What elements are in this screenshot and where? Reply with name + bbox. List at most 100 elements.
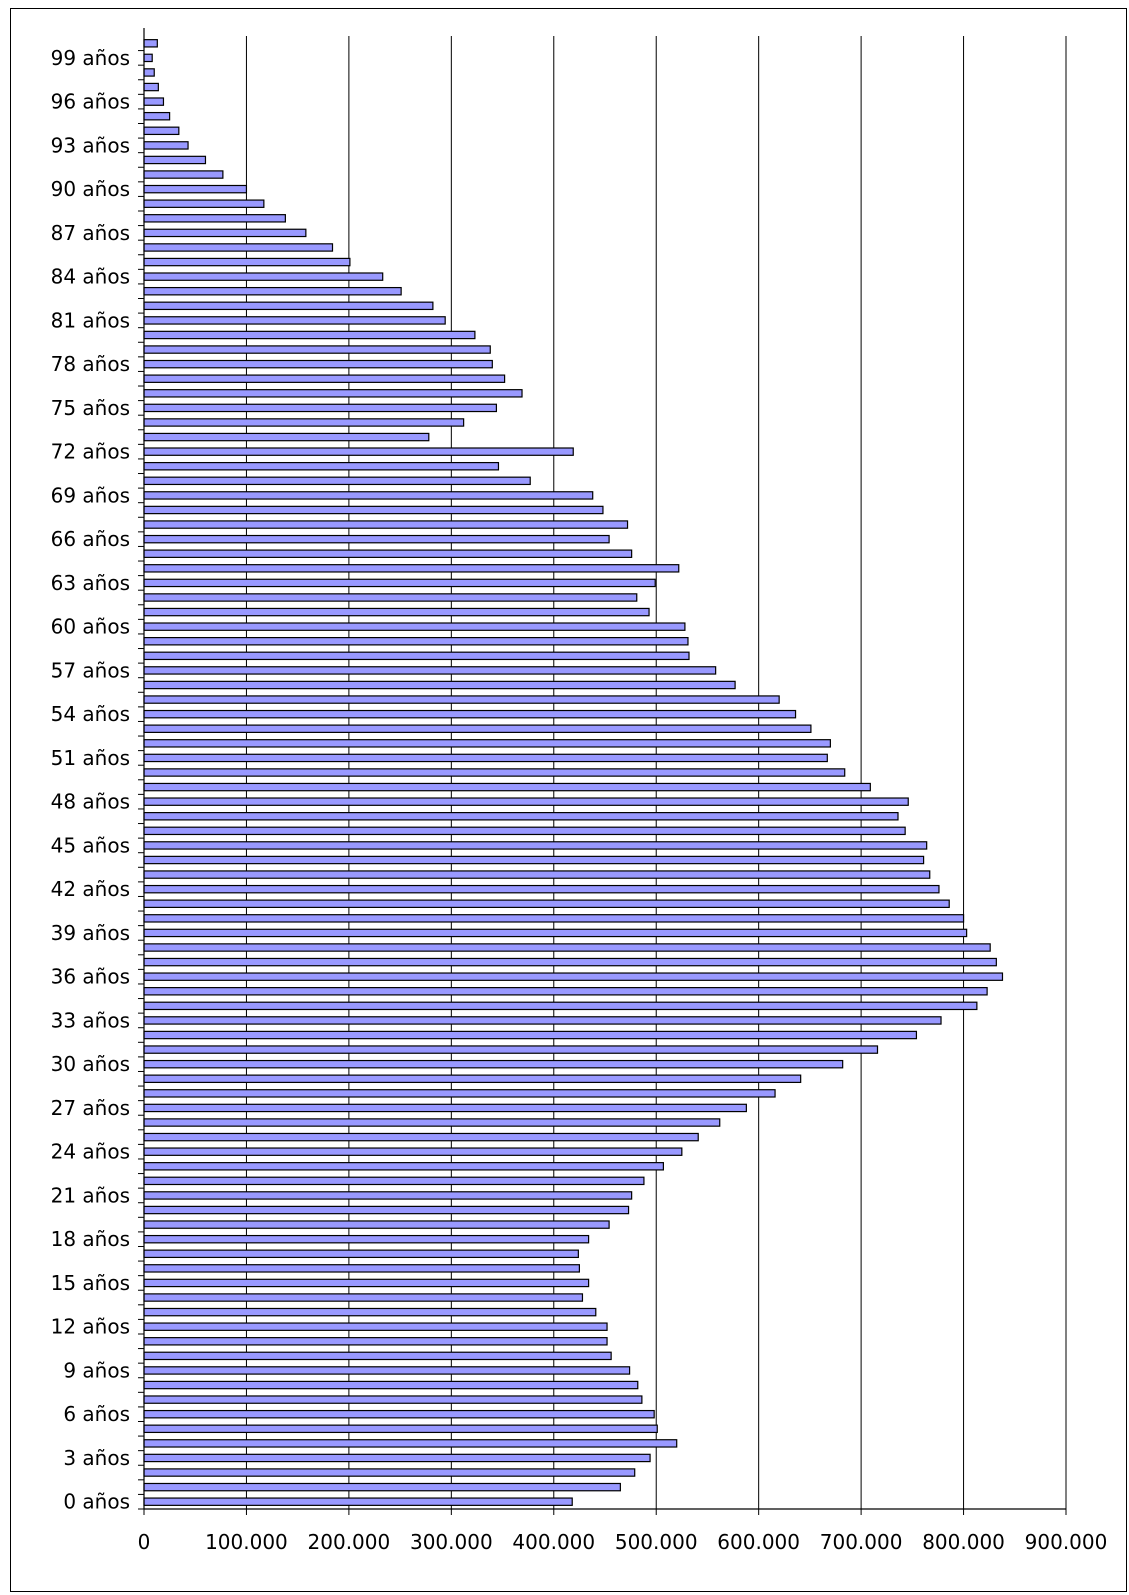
bar <box>143 695 780 704</box>
bar <box>143 753 828 763</box>
y-tick-label: 96 años <box>51 90 130 114</box>
bar <box>143 316 446 325</box>
bar <box>143 257 351 267</box>
bar <box>143 1351 612 1361</box>
bar <box>143 709 797 719</box>
bar <box>143 1118 721 1127</box>
bar <box>143 782 871 792</box>
y-tick-label: 45 años <box>51 833 130 857</box>
x-tick-label: 500.000 <box>615 1530 698 1554</box>
bar <box>143 184 248 194</box>
y-tick-label: 21 años <box>51 1183 130 1207</box>
bar <box>143 1059 844 1069</box>
y-tick-label: 63 años <box>51 571 130 595</box>
bar <box>143 1103 747 1113</box>
x-tick-label: 0 <box>138 1530 151 1554</box>
bar <box>143 1264 580 1273</box>
bar <box>143 1089 776 1098</box>
y-tick-label: 3 años <box>63 1446 130 1470</box>
bar <box>143 607 650 617</box>
bar <box>143 534 610 544</box>
bar <box>143 914 965 923</box>
bar <box>143 884 940 894</box>
bar <box>143 680 736 690</box>
y-tick-label: 57 años <box>51 658 130 682</box>
bar <box>143 39 158 48</box>
bar <box>143 1322 608 1331</box>
y-tick-label: 18 años <box>51 1227 130 1251</box>
y-tick-label: 15 años <box>51 1271 130 1295</box>
bar <box>143 476 531 486</box>
bar <box>143 768 846 777</box>
bar <box>143 549 633 558</box>
bar <box>143 1162 664 1171</box>
bar <box>143 578 656 588</box>
bar <box>143 1307 597 1317</box>
bar <box>143 855 925 865</box>
bar <box>143 286 402 296</box>
x-tick-label: 300.000 <box>410 1530 493 1554</box>
y-tick-label: 72 años <box>51 440 130 464</box>
bar <box>143 972 1004 981</box>
y-tick-label: 0 años <box>63 1490 130 1514</box>
y-tick-label: 87 años <box>51 221 130 245</box>
y-tick-label: 99 años <box>51 46 130 70</box>
bar <box>143 870 931 879</box>
y-tick-label: 60 años <box>51 615 130 639</box>
bar <box>143 491 594 500</box>
y-tick-label: 84 años <box>51 265 130 289</box>
y-tick-label: 24 años <box>51 1140 130 1164</box>
bar <box>143 987 988 996</box>
y-tick-label: 36 años <box>51 965 130 989</box>
bar <box>143 359 493 369</box>
bar <box>143 111 171 121</box>
bar <box>143 812 899 821</box>
bar <box>143 1030 918 1040</box>
chart-frame <box>10 8 1127 1592</box>
x-tick-label: 200.000 <box>308 1530 391 1554</box>
bar <box>143 943 991 952</box>
bar <box>143 97 165 106</box>
x-tick-label: 400.000 <box>512 1530 595 1554</box>
x-tick-label: 600.000 <box>717 1530 800 1554</box>
bar <box>143 1468 636 1477</box>
bar <box>143 301 434 311</box>
x-tick-label: 100.000 <box>205 1530 288 1554</box>
bar <box>143 797 909 806</box>
y-tick-label: 54 años <box>51 702 130 726</box>
bar <box>143 1191 633 1200</box>
bar <box>143 82 159 92</box>
bar <box>143 1337 608 1346</box>
bar <box>143 214 286 223</box>
bar <box>143 826 906 836</box>
bar <box>143 593 638 602</box>
y-tick-label: 48 años <box>51 790 130 814</box>
bar <box>143 505 604 515</box>
bar <box>143 1045 879 1054</box>
bar <box>143 345 491 354</box>
y-tick-label: 78 años <box>51 352 130 376</box>
bar <box>143 199 265 208</box>
bar <box>143 418 465 427</box>
bar <box>143 1176 645 1186</box>
bar <box>143 155 207 165</box>
y-tick-label: 12 años <box>51 1315 130 1339</box>
x-tick-label: 800.000 <box>922 1530 1005 1554</box>
bar <box>143 622 686 631</box>
bar <box>143 68 155 77</box>
bar <box>143 724 812 733</box>
bar <box>143 228 307 238</box>
y-tick-label: 9 años <box>63 1358 130 1382</box>
y-tick-label: 6 años <box>63 1402 130 1426</box>
bar <box>143 636 689 646</box>
bar <box>143 389 523 398</box>
bar <box>143 170 224 179</box>
bar <box>143 432 430 442</box>
y-tick-label: 33 años <box>51 1008 130 1032</box>
x-tick-labels: 0 100.000 200.000 300.000 400.000 500.000 600.… <box>138 1530 1108 1554</box>
axes <box>138 28 1067 1515</box>
bar <box>143 1132 699 1142</box>
bar <box>143 1380 639 1390</box>
bar <box>143 272 384 281</box>
bar <box>143 1293 584 1302</box>
